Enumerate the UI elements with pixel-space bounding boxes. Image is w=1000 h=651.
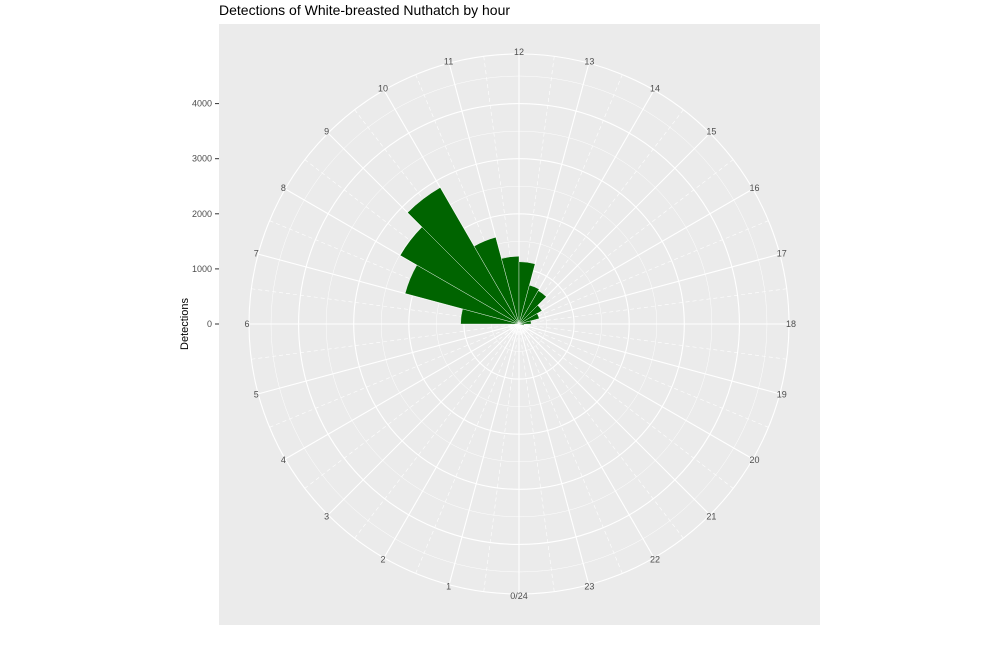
bar-hour-14 — [518, 290, 547, 325]
grid-spoke-minor — [518, 109, 684, 325]
bar-hour-17 — [518, 320, 532, 325]
grid-spoke — [518, 323, 590, 585]
grid-spoke — [518, 132, 711, 325]
grid-spoke — [258, 323, 520, 395]
hour-label: 9 — [324, 127, 329, 137]
hour-label: 10 — [378, 83, 388, 93]
grid-spoke — [284, 323, 520, 460]
grid-spoke-minor — [518, 159, 734, 325]
bar-hour-15 — [518, 305, 543, 325]
hour-label: 6 — [244, 319, 249, 329]
grid-spoke — [518, 323, 655, 559]
hour-label: 13 — [584, 56, 594, 66]
bar-hour-19 — [518, 323, 521, 326]
grid-spoke — [518, 188, 754, 325]
hour-label: 21 — [706, 511, 716, 521]
hour-label: 23 — [584, 582, 594, 592]
bar-hour-9 — [407, 187, 520, 325]
bar-hour-16 — [518, 313, 540, 325]
hour-label: 7 — [254, 249, 259, 259]
grid-spoke-minor — [415, 323, 520, 574]
hour-label: 12 — [514, 47, 524, 57]
grid-spoke-minor — [354, 323, 520, 539]
grid-spoke — [518, 89, 655, 325]
grid-spoke-minor — [518, 74, 623, 325]
grid-spoke-minor — [483, 323, 520, 592]
grid-spoke-minor — [518, 323, 555, 592]
hour-label: 19 — [777, 389, 787, 399]
grid-spoke-minor — [518, 288, 787, 325]
grid-spoke — [383, 323, 520, 559]
grid-spoke-minor — [518, 220, 769, 325]
hour-label: 15 — [706, 127, 716, 137]
grid-spoke — [518, 323, 754, 460]
hour-label: 18 — [786, 319, 796, 329]
hour-label: 3 — [324, 511, 329, 521]
y-tick-label: 0 — [207, 319, 212, 329]
hour-label: 4 — [281, 455, 286, 465]
grid-spoke-minor — [518, 323, 769, 428]
y-tick-label: 4000 — [192, 99, 212, 109]
grid-spoke-minor — [269, 323, 520, 428]
y-tick-label: 1000 — [192, 264, 212, 274]
grid-spoke — [518, 323, 711, 516]
hour-label: 2 — [380, 555, 385, 565]
y-tick-label: 2000 — [192, 209, 212, 219]
hour-label: 11 — [444, 56, 453, 66]
grid-spoke-minor — [518, 323, 734, 489]
grid-spoke — [327, 323, 520, 516]
grid-spoke — [518, 253, 780, 325]
grid-spoke — [518, 323, 780, 395]
grid-spoke — [448, 323, 520, 585]
hour-label: 22 — [650, 555, 660, 565]
y-tick-label: 3000 — [192, 154, 212, 164]
bar-hour-11 — [501, 256, 520, 325]
hour-labels: 0/24123456789101112131415161718192021222… — [244, 47, 796, 601]
chart-title: Detections of White-breasted Nuthatch by… — [219, 2, 511, 18]
hour-label: 1 — [446, 582, 451, 592]
bar-hour-10 — [473, 236, 520, 325]
hour-label: 17 — [777, 249, 787, 259]
hour-label: 14 — [650, 83, 660, 93]
grid-spoke-minor — [518, 323, 623, 574]
hour-label: 16 — [750, 183, 760, 193]
grid-spoke-minor — [518, 323, 787, 360]
grid-spoke-minor — [304, 323, 520, 489]
hour-label: 5 — [254, 389, 259, 399]
bars-group — [399, 187, 547, 326]
hour-label: 8 — [281, 183, 286, 193]
hour-label: 0/24 — [510, 591, 528, 601]
polar-grid — [248, 53, 790, 595]
bar-hour-13 — [518, 284, 540, 325]
hour-label: 20 — [750, 455, 760, 465]
y-axis: 0 1000 2000 3000 4000 — [192, 99, 219, 329]
grid-spoke-minor — [518, 323, 684, 539]
grid-spoke-minor — [251, 323, 520, 360]
